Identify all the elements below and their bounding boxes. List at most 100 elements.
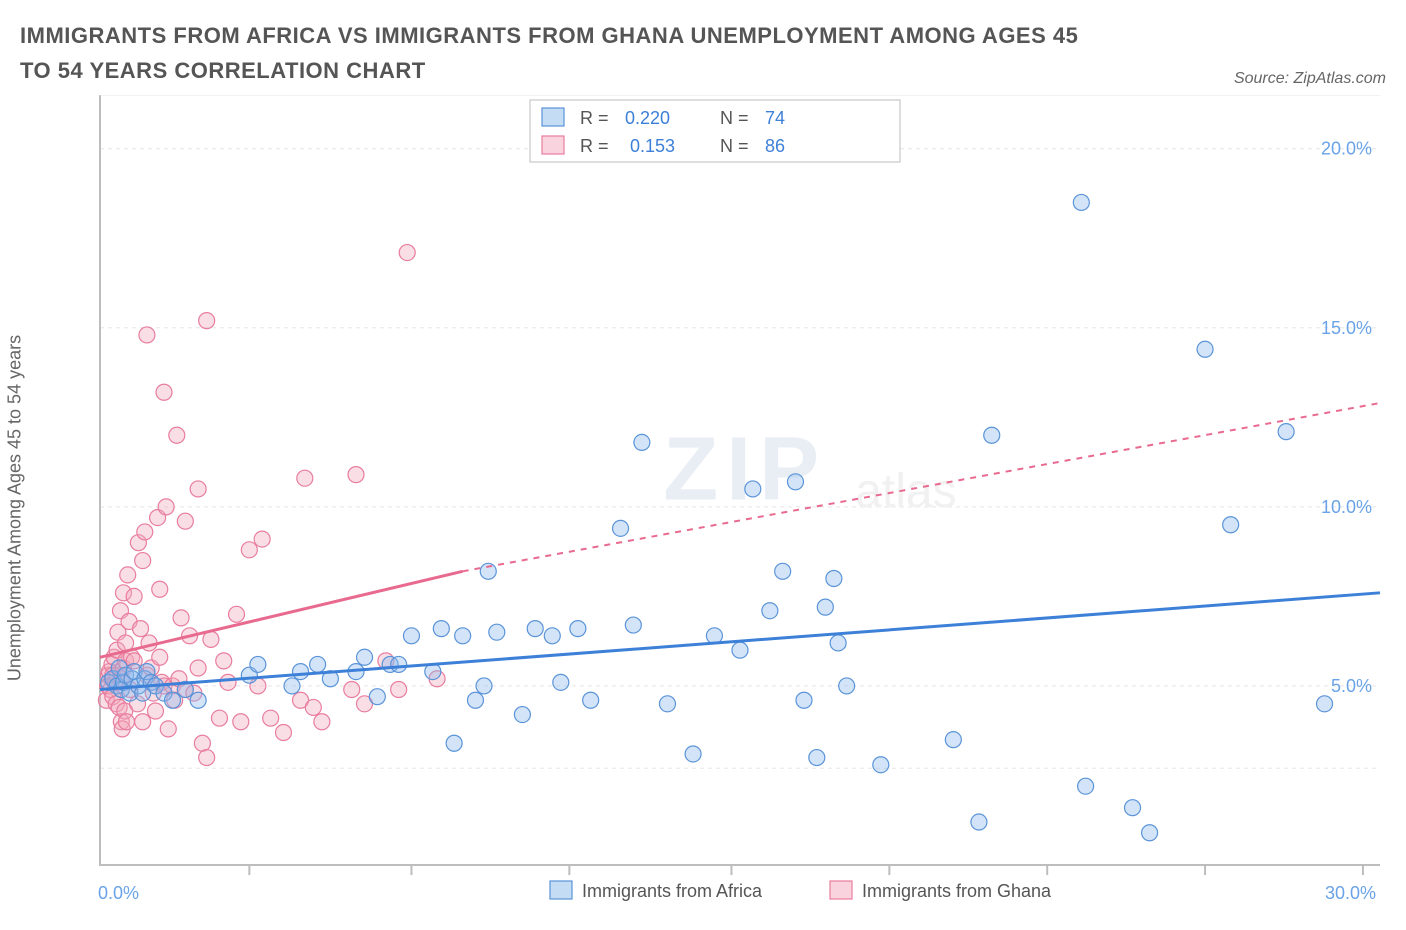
data-point (553, 674, 569, 690)
data-point (297, 470, 313, 486)
data-point (229, 606, 245, 622)
data-point (199, 313, 215, 329)
data-point (787, 474, 803, 490)
data-point (120, 567, 136, 583)
legend-label-series-b: Immigrants from Ghana (862, 881, 1052, 901)
svg-text:R =: R = (580, 136, 609, 156)
y-tick-label: 20.0% (1321, 139, 1372, 159)
data-point (826, 570, 842, 586)
data-point (263, 710, 279, 726)
data-point (971, 814, 987, 830)
data-point (293, 664, 309, 680)
data-point (173, 610, 189, 626)
data-point (527, 621, 543, 637)
n-value-series-b: 86 (765, 136, 785, 156)
data-point (357, 649, 373, 665)
data-point (659, 696, 675, 712)
data-point (190, 692, 206, 708)
data-point (348, 467, 364, 483)
data-point (455, 628, 471, 644)
data-point (839, 678, 855, 694)
data-point (583, 692, 599, 708)
data-point (625, 617, 641, 633)
data-point (284, 678, 300, 694)
data-point (1197, 341, 1213, 357)
data-point (613, 520, 629, 536)
watermark-zip: ZIP (663, 420, 827, 520)
data-point (137, 524, 153, 540)
data-point (762, 603, 778, 619)
data-point (685, 746, 701, 762)
data-point (830, 635, 846, 651)
x-min-label: 0.0% (98, 883, 139, 903)
x-max-label: 30.0% (1325, 883, 1376, 903)
source-credit: Source: ZipAtlas.com (1234, 70, 1386, 88)
data-point (984, 427, 1000, 443)
data-point (446, 735, 462, 751)
data-point (873, 757, 889, 773)
y-tick-label: 15.0% (1321, 318, 1372, 338)
svg-text:R =: R = (580, 108, 609, 128)
data-point (152, 581, 168, 597)
data-point (254, 531, 270, 547)
data-point (1142, 825, 1158, 841)
data-point (391, 656, 407, 672)
data-point (199, 750, 215, 766)
data-point (135, 714, 151, 730)
data-point (570, 621, 586, 637)
data-point (152, 649, 168, 665)
data-point (391, 682, 407, 698)
page-title: IMMIGRANTS FROM AFRICA VS IMMIGRANTS FRO… (20, 18, 1100, 88)
y-tick-label: 10.0% (1321, 497, 1372, 517)
data-point (745, 481, 761, 497)
trendline-series-a (100, 593, 1380, 690)
data-point (945, 732, 961, 748)
data-point (216, 653, 232, 669)
data-point (732, 642, 748, 658)
data-point (220, 674, 236, 690)
data-point (314, 714, 330, 730)
data-point (211, 710, 227, 726)
data-point (165, 692, 181, 708)
data-point (139, 327, 155, 343)
data-point (118, 714, 134, 730)
data-point (133, 621, 149, 637)
legend-label-series-a: Immigrants from Africa (582, 881, 763, 901)
data-point (344, 682, 360, 698)
data-point (126, 588, 142, 604)
data-point (158, 499, 174, 515)
y-tick-label: 5.0% (1331, 676, 1372, 696)
r-value-series-b: 0.153 (630, 136, 675, 156)
watermark-atlas: atlas (855, 465, 956, 518)
data-point (147, 703, 163, 719)
data-point (1317, 696, 1333, 712)
data-point (169, 427, 185, 443)
data-point (1125, 800, 1141, 816)
data-point (817, 599, 833, 615)
data-point (514, 707, 530, 723)
data-point (433, 621, 449, 637)
data-point (467, 692, 483, 708)
data-point (310, 656, 326, 672)
data-point (369, 689, 385, 705)
data-point (399, 245, 415, 261)
r-value-series-a: 0.220 (625, 108, 670, 128)
data-point (544, 628, 560, 644)
data-point (775, 563, 791, 579)
data-point (305, 699, 321, 715)
scatter-chart: 5.0%10.0%15.0%20.0%ZIPatlasR =0.220N =74… (20, 95, 1386, 920)
svg-text:N =: N = (720, 136, 749, 156)
data-point (250, 656, 266, 672)
data-point (489, 624, 505, 640)
data-point (241, 542, 257, 558)
data-point (190, 481, 206, 497)
data-point (1073, 194, 1089, 210)
data-point (796, 692, 812, 708)
data-point (1078, 778, 1094, 794)
data-point (160, 721, 176, 737)
data-point (194, 735, 210, 751)
data-point (476, 678, 492, 694)
data-point (809, 750, 825, 766)
data-point (177, 513, 193, 529)
svg-text:N =: N = (720, 108, 749, 128)
